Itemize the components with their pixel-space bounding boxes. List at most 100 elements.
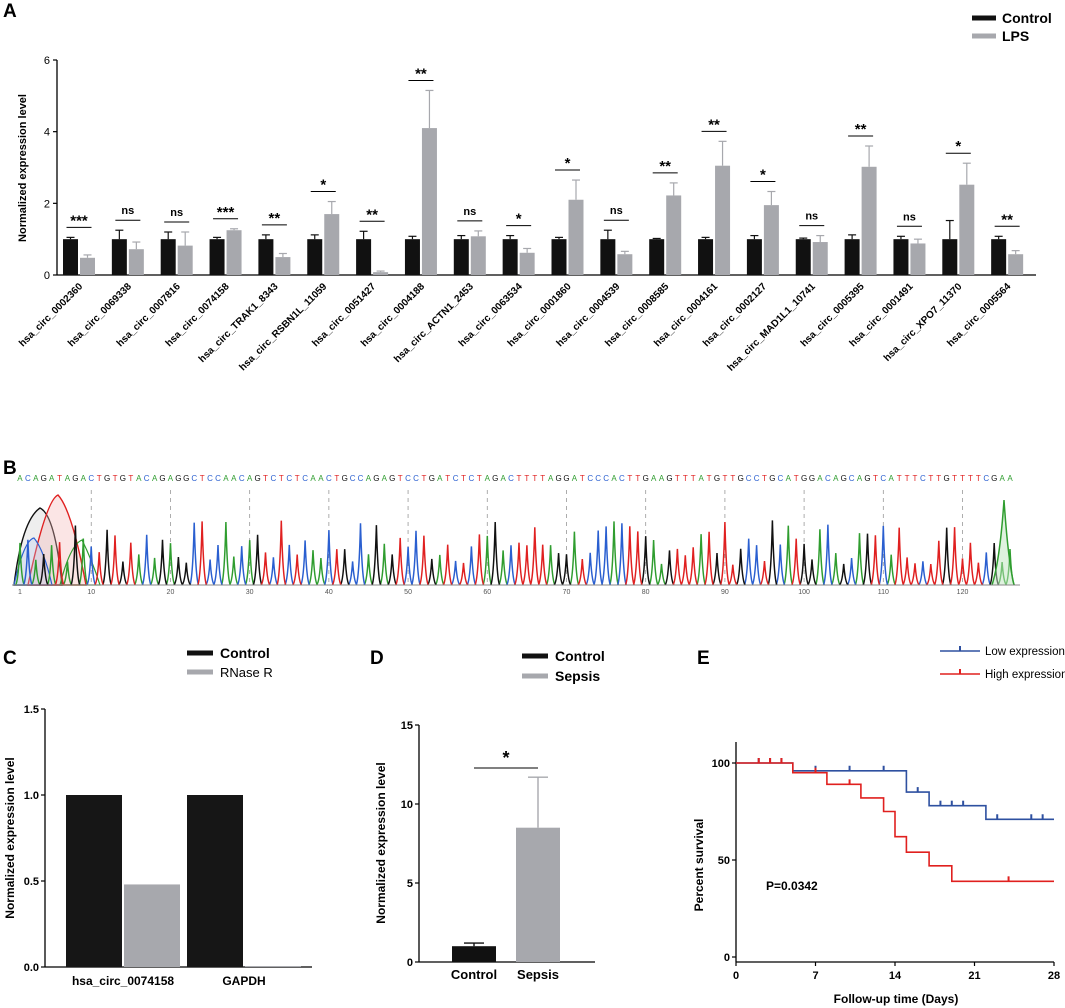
sequence-base: A [318, 474, 324, 483]
panel-e-xtick-label: 28 [1048, 970, 1060, 982]
sequence-base: G [429, 474, 435, 483]
panel-a-significance-label: ** [659, 158, 671, 175]
panel-e-legend: Low expression High expression [940, 646, 1065, 681]
sequence-base: T [580, 474, 585, 483]
chromatogram-tick-label: 20 [167, 589, 175, 596]
sequence-base: A [999, 474, 1005, 483]
sequence-base: T [445, 474, 450, 483]
panel-a-bar-control [893, 239, 909, 275]
panel-a-significance-label: * [955, 138, 961, 155]
panel-a-bar-lps [568, 199, 584, 275]
sequence-base: T [524, 474, 529, 483]
sequence-base: A [817, 474, 823, 483]
panel-a-bar-control [942, 239, 958, 275]
panel-d-ytick-label: 10 [401, 799, 413, 811]
sequence-base: T [532, 474, 537, 483]
chromatogram-trace-g [38, 520, 1000, 586]
chromatogram-tick-label: 70 [563, 589, 571, 596]
legend-high-label: High expression [985, 669, 1065, 681]
sequence-base: G [991, 474, 997, 483]
sequence-base: T [128, 474, 133, 483]
panel-a-bar-control [258, 239, 274, 275]
panel-a-bar-lps [519, 252, 535, 275]
panel-a-bar-lps [373, 272, 389, 275]
sequence-base: C [754, 474, 760, 483]
sequence-base: T [897, 474, 902, 483]
chromatogram-trace-a [14, 521, 1016, 586]
panel-d-legend: Control Sepsis [522, 648, 605, 684]
panel-d-ytick-label: 5 [407, 878, 413, 890]
sequence-base: C [825, 474, 831, 483]
sequence-base: A [659, 474, 665, 483]
sequence-base: A [152, 474, 158, 483]
panel-d-bar-chart: Normalized expression level 0 5 10 15 Contro… [374, 648, 605, 982]
panel-label-b: B [3, 458, 17, 479]
sequence-base: G [373, 474, 379, 483]
panel-a-bar-control [600, 239, 616, 275]
panel-a-significance-label: ns [903, 211, 916, 223]
sequence-base: C [207, 474, 213, 483]
sequence-base: C [350, 474, 356, 483]
panel-a-bar-lps [324, 214, 340, 275]
panel-label-c: C [3, 648, 17, 669]
sequence-base: T [540, 474, 545, 483]
panel-a-significance-label: *** [70, 212, 88, 229]
chromatogram-tick-label: 10 [87, 589, 95, 596]
panel-d-bar-control [452, 946, 496, 962]
sequence-base: G [714, 474, 720, 483]
sequence-base: C [358, 474, 364, 483]
sequence-base: T [113, 474, 118, 483]
panel-e-ytick-label: 0 [724, 952, 730, 964]
panel-c-ytick-label: 0.5 [24, 876, 39, 888]
legend-low-label: Low expression [985, 646, 1065, 658]
sequence-base: A [611, 474, 617, 483]
panel-e-pvalue: P=0.0342 [766, 879, 818, 893]
panel-a-significance-label: ** [269, 210, 281, 227]
sequence-base: T [683, 474, 688, 483]
panel-e-xtick-label: 21 [968, 970, 980, 982]
sequence-base: A [168, 474, 174, 483]
sequence-base: C [215, 474, 221, 483]
panel-a-significance-label: *** [217, 204, 235, 221]
panel-c-ylabel: Normalized expression level [3, 757, 17, 918]
sequence-base: T [279, 474, 284, 483]
sequence-base: A [223, 474, 229, 483]
sequence-base: A [247, 474, 253, 483]
panel-a-significance-label: ns [170, 207, 183, 219]
sequence-base: G [120, 474, 126, 483]
chromatogram-tick-label: 80 [642, 589, 650, 596]
panel-c-bar-control [66, 795, 122, 967]
sequence-base: T [936, 474, 941, 483]
sequence-base: T [477, 474, 482, 483]
sequence-base: C [239, 474, 245, 483]
panel-c-bar-control [187, 795, 243, 967]
sequence-base: C [983, 474, 989, 483]
sequence-base: A [500, 474, 506, 483]
sequence-base: C [619, 474, 625, 483]
panel-a-bar-control [453, 239, 469, 275]
sequence-base: T [952, 474, 957, 483]
panel-a-bar-lps [470, 236, 486, 275]
panel-a-bar-lps [617, 254, 633, 275]
panel-a-bar-control [404, 239, 420, 275]
panel-a-category-label: hsa_circ_RSBN1L_11059 [237, 281, 329, 373]
sequence-base: G [864, 474, 870, 483]
chromatogram-tick-label: 30 [246, 589, 254, 596]
sequence-base: T [200, 474, 205, 483]
sequence-base: G [841, 474, 847, 483]
panel-a-legend: Control LPS [972, 10, 1052, 44]
legend-d-control-label: Control [555, 648, 605, 664]
sequence-base: T [675, 474, 680, 483]
sequence-base: C [271, 474, 277, 483]
panel-e-ytick-label: 50 [718, 855, 730, 867]
panel-a-bar-lps [128, 249, 144, 275]
sequence-base: C [469, 474, 475, 483]
panel-a-bar-lps [80, 257, 95, 275]
panel-d-ytick-label: 0 [407, 957, 413, 969]
legend-lps-label: LPS [1002, 28, 1029, 44]
panel-a-bar-lps [910, 243, 926, 275]
sequence-base: G [555, 474, 561, 483]
sequence-base: G [801, 474, 807, 483]
sequence-base: A [1007, 474, 1013, 483]
panel-e-ylabel: Percent survival [692, 819, 706, 912]
